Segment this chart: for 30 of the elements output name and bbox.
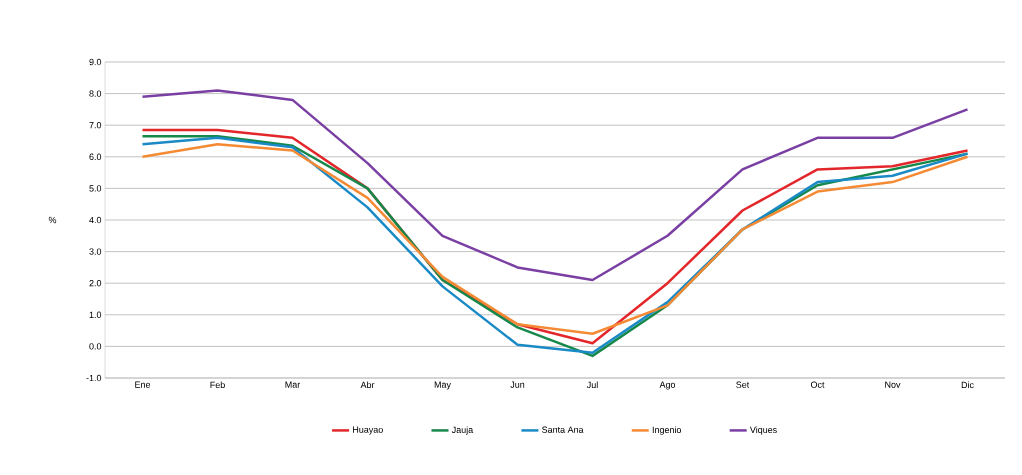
x-tick-label: Abr: [360, 381, 375, 389]
y-tick-label: 3.0: [89, 248, 102, 255]
line-series: [141, 89, 969, 282]
x-tick-label: Ene: [135, 381, 151, 388]
x-tick-label: Set: [736, 381, 750, 388]
y-tick-label: 5.0: [89, 185, 102, 192]
x-tick-label: Nov: [885, 381, 901, 388]
y-axis-title: %: [48, 216, 57, 224]
y-tick-label: 9.0: [89, 58, 102, 66]
legend-label: Santa Ana: [542, 426, 584, 433]
y-tick-label: 6.0: [89, 153, 102, 160]
y-tick-label: 4.0: [89, 216, 102, 224]
x-tick-label: Oct: [810, 381, 825, 388]
x-tick-label: Jul: [586, 381, 598, 389]
x-tick-label: Jun: [510, 381, 525, 388]
x-tick-label: May: [434, 381, 451, 390]
y-tick-label: 1.0: [89, 311, 102, 318]
x-tick-label: Ago: [659, 381, 676, 390]
x-tick-label: Dic: [961, 381, 974, 389]
y-tick-label: 0.0: [89, 343, 102, 350]
legend-label: Ingenio: [652, 426, 682, 435]
x-tick-label: Feb: [210, 381, 225, 389]
x-tick-label: Mar: [285, 381, 301, 388]
y-tick-label: 8.0: [89, 90, 102, 97]
legend-label: Jauja: [451, 426, 474, 435]
y-tick-label: 2.0: [89, 280, 102, 287]
y-tick-label: -1.0: [86, 374, 102, 382]
legend-label: Viques: [749, 426, 777, 435]
y-tick-label: 7.0: [89, 122, 102, 129]
legend-label: Huayao: [353, 426, 383, 435]
